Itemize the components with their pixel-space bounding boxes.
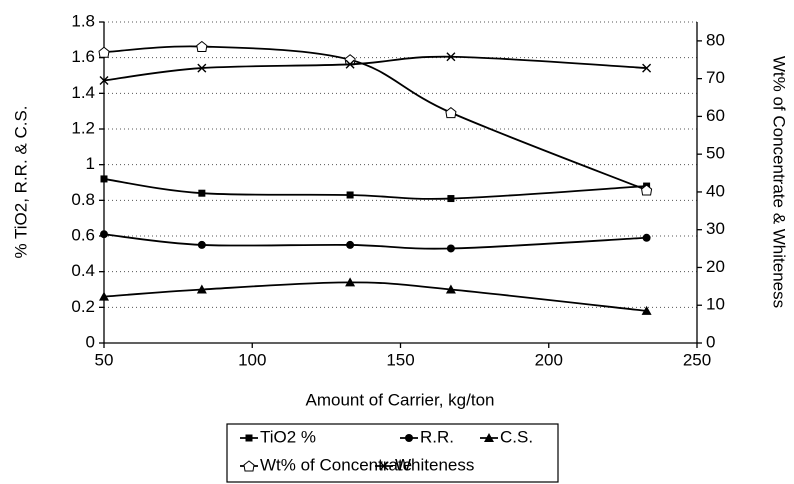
y-tick-label: 1.4 — [71, 83, 95, 102]
legend-item: Whiteness — [375, 455, 474, 474]
y-tick-label: 0 — [86, 332, 95, 351]
marker — [99, 76, 109, 86]
y2-tick-label: 70 — [706, 68, 725, 87]
x-tick-label: 150 — [386, 350, 414, 369]
marker — [98, 46, 110, 58]
series — [99, 52, 652, 86]
marker — [641, 305, 652, 315]
marker — [405, 434, 413, 442]
y-tick-label: 1.8 — [71, 11, 95, 30]
y2-axis-title: Wt% of Concentrate & Whiteness — [770, 56, 789, 308]
marker — [196, 40, 208, 53]
marker — [197, 63, 207, 73]
legend-item: R.R. — [400, 427, 454, 446]
marker — [447, 195, 455, 203]
y-tick-label: 0.4 — [71, 261, 95, 280]
marker — [99, 291, 109, 301]
x-tick-label: 100 — [238, 350, 266, 369]
marker — [346, 240, 355, 249]
series-line — [103, 233, 647, 250]
legend-item: TiO2 % — [240, 427, 316, 446]
series — [100, 230, 651, 253]
marker — [641, 184, 653, 196]
y-axis-title: % TiO2, R.R. & C.S. — [11, 105, 30, 258]
x-tick-label: 50 — [95, 350, 114, 369]
marker — [446, 52, 456, 62]
legend-label: Whiteness — [395, 455, 474, 474]
y2-tick-label: 40 — [706, 181, 725, 200]
legend-label: TiO2 % — [260, 427, 316, 446]
marker — [197, 240, 206, 249]
y2-tick-label: 50 — [706, 144, 725, 163]
y-tick-label: 0.8 — [71, 190, 95, 209]
series — [98, 40, 653, 196]
y2-tick-label: 30 — [706, 219, 725, 238]
x-axis-title: Amount of Carrier, kg/ton — [306, 390, 495, 409]
marker — [445, 106, 457, 119]
y2-tick-label: 10 — [706, 295, 725, 314]
marker — [379, 461, 389, 471]
series-line — [103, 281, 647, 312]
series-line — [103, 45, 647, 191]
marker — [100, 175, 108, 183]
marker — [196, 284, 207, 294]
x-tick-label: 250 — [683, 350, 711, 369]
y2-tick-label: 60 — [706, 106, 725, 125]
legend-item: C.S. — [480, 427, 533, 446]
y-tick-label: 1.6 — [71, 47, 95, 66]
series-line — [103, 55, 647, 82]
y-tick-label: 0.6 — [71, 225, 95, 244]
y-tick-label: 1 — [86, 154, 95, 173]
marker — [198, 189, 206, 197]
legend-label: R.R. — [420, 427, 454, 446]
marker — [484, 433, 494, 442]
y2-tick-label: 0 — [706, 332, 715, 351]
marker — [642, 63, 652, 73]
y-tick-label: 0.2 — [71, 297, 95, 316]
marker — [446, 244, 455, 253]
legend-label: Wt% of Concentrate — [260, 455, 412, 474]
y-tick-label: 1.2 — [71, 118, 95, 137]
marker — [346, 191, 354, 199]
marker — [245, 434, 253, 442]
y2-tick-label: 20 — [706, 257, 725, 276]
marker — [243, 460, 255, 472]
marker — [642, 233, 651, 242]
legend-label: C.S. — [500, 427, 533, 446]
x-tick-label: 200 — [535, 350, 563, 369]
series — [99, 277, 652, 315]
marker — [100, 230, 108, 239]
y2-tick-label: 80 — [706, 30, 725, 49]
marker — [345, 277, 356, 287]
legend-item: Wt% of Concentrate — [240, 455, 412, 474]
marker — [445, 284, 456, 294]
marker — [345, 59, 355, 69]
legend-box — [226, 423, 559, 483]
series-line — [103, 178, 647, 200]
series — [100, 175, 651, 203]
